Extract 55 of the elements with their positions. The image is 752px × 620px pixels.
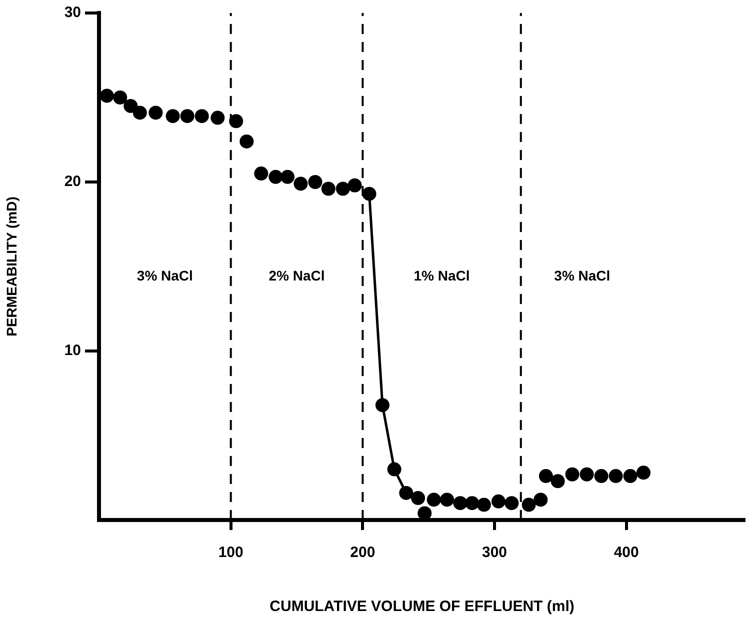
point: [268, 170, 283, 184]
point: [280, 170, 295, 184]
point: [254, 166, 268, 181]
point: [336, 182, 350, 196]
point: [387, 462, 402, 476]
point: [240, 134, 254, 148]
point: [362, 186, 376, 201]
y-tick-label: 10: [64, 342, 81, 360]
point: [440, 492, 454, 507]
point: [166, 109, 180, 124]
x-tick-label: 100: [218, 544, 244, 562]
point: [399, 486, 414, 500]
point: [491, 494, 506, 508]
point: [522, 498, 536, 512]
point: [538, 469, 553, 484]
point: [636, 466, 650, 480]
point: [534, 492, 548, 507]
point: [194, 109, 209, 124]
point: [580, 467, 594, 482]
point: [623, 469, 638, 484]
point: [124, 98, 138, 113]
annotation: 1% NaCl: [414, 268, 470, 284]
x-tick-label: 400: [614, 544, 639, 562]
x-tick-label: 200: [350, 544, 376, 562]
point: [375, 398, 390, 412]
point: [100, 88, 114, 103]
point: [453, 496, 468, 510]
point: [465, 496, 480, 510]
point: [321, 182, 336, 196]
point: [210, 110, 225, 125]
point: [504, 496, 519, 510]
y-axis-title: PERMEABILITY (mD): [3, 196, 20, 336]
point: [608, 469, 623, 484]
point: [148, 106, 163, 120]
point: [229, 114, 244, 128]
x-axis-title: CUMULATIVE VOLUME OF EFFLUENT (ml): [270, 598, 574, 616]
y-tick-label: 30: [64, 4, 81, 22]
point: [113, 90, 128, 104]
point: [348, 178, 362, 192]
point: [180, 109, 194, 124]
point: [132, 106, 147, 120]
y-tick-label: 20: [64, 173, 81, 190]
annotation: 3% NaCl: [136, 268, 193, 284]
point: [426, 492, 441, 507]
point: [476, 498, 491, 512]
annotation: 2% NaCl: [268, 268, 325, 284]
x-tick-label: 300: [482, 544, 508, 562]
point: [411, 491, 426, 506]
annotation: 3% NaCl: [554, 268, 610, 284]
point: [418, 506, 432, 520]
point: [550, 474, 565, 488]
point: [294, 176, 308, 191]
point: [565, 467, 580, 482]
point: [308, 175, 322, 189]
point: [594, 469, 608, 484]
